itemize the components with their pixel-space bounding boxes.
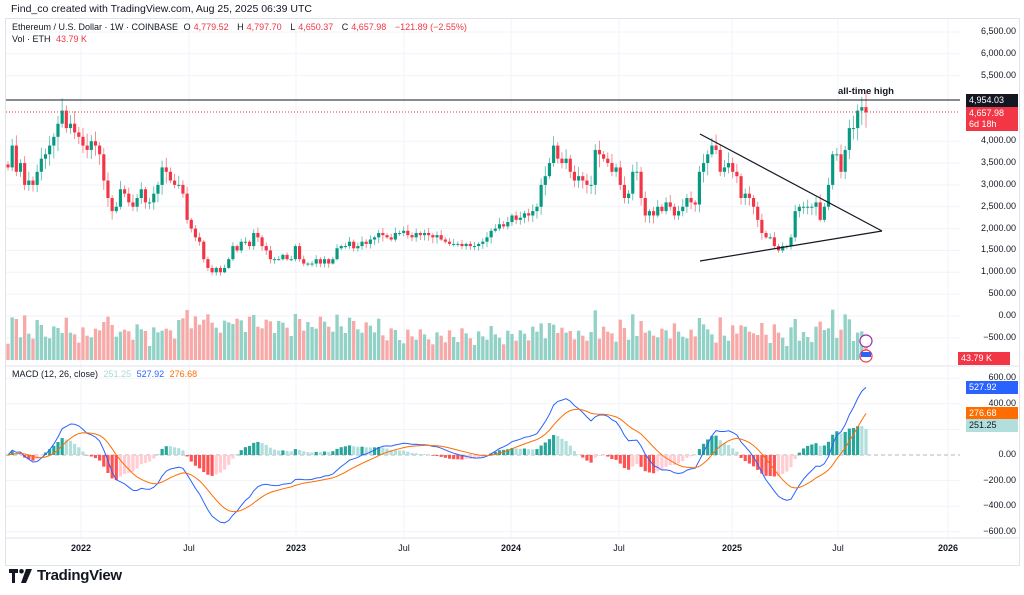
high-value: H 4,797.70 bbox=[237, 22, 282, 32]
macd-histogram-value: 251.25 bbox=[103, 369, 132, 379]
price-axis-label: 6,000.00 bbox=[980, 47, 1016, 58]
volume-label: Vol · ETH bbox=[12, 34, 51, 44]
price-axis-label: 6,500.00 bbox=[980, 25, 1016, 36]
price-axis-label: 2,500.00 bbox=[980, 200, 1016, 211]
time-axis-label: Jul bbox=[613, 543, 625, 553]
chart-frame bbox=[5, 18, 1020, 566]
time-axis-label: Jul bbox=[832, 543, 844, 553]
time-axis-label: 2026 bbox=[937, 543, 959, 553]
macd-label: MACD (12, 26, close) bbox=[12, 369, 99, 379]
time-axis-label: 2022 bbox=[70, 543, 92, 553]
time-axis-label: 2024 bbox=[500, 543, 522, 553]
last-price-tag: 4,657.98 6d 18h bbox=[966, 107, 1018, 131]
change-value: −121.89 (−2.55%) bbox=[394, 22, 467, 32]
time-axis-label: 2023 bbox=[285, 543, 307, 553]
last-price: 4,657.98 bbox=[969, 108, 1005, 118]
price-axis-label: 3,500.00 bbox=[980, 157, 1016, 168]
open-value: O 4,779.52 bbox=[183, 22, 229, 32]
macd-axis-label: −400.00 bbox=[983, 500, 1016, 511]
volume-tag: 43.79 K bbox=[958, 352, 1010, 365]
close-value: C 4,657.98 bbox=[341, 22, 387, 32]
macd-histogram-tag: 251.25 bbox=[966, 419, 1018, 432]
price-axis-label: 3,000.00 bbox=[980, 178, 1016, 189]
symbol-name: Ethereum / U.S. Dollar · 1W · COINBASE bbox=[12, 22, 179, 32]
price-axis-label: 0.00 bbox=[998, 310, 1016, 320]
macd-axis-label: 400.00 bbox=[988, 397, 1016, 408]
bar-countdown: 6d 18h bbox=[969, 119, 997, 129]
price-axis-label: 2,000.00 bbox=[980, 222, 1016, 233]
price-axis-label: 5,500.00 bbox=[980, 69, 1016, 80]
macd-legend: MACD (12, 26, close) 251.25 527.92 276.6… bbox=[12, 369, 200, 379]
time-axis-label: 2025 bbox=[721, 543, 743, 553]
price-axis-label: 1,500.00 bbox=[980, 244, 1016, 255]
volume-legend: Vol · ETH 43.79 K bbox=[12, 34, 90, 44]
price-axis-label: 500.00 bbox=[988, 288, 1016, 299]
volume-value: 43.79 K bbox=[56, 34, 88, 44]
tradingview-logo[interactable]: TradingView bbox=[9, 567, 122, 584]
macd-axis-label: 600.00 bbox=[988, 372, 1016, 383]
chart-credit: Find_co created with TradingView.com, Au… bbox=[11, 3, 312, 15]
symbol-legend: Ethereum / U.S. Dollar · 1W · COINBASE O… bbox=[12, 22, 470, 32]
time-axis-label: Jul bbox=[183, 543, 195, 553]
ath-price-tag: 4,954.03 bbox=[966, 94, 1018, 107]
tradingview-logo-icon bbox=[9, 568, 32, 583]
macd-signal-tag: 276.68 bbox=[966, 407, 1018, 420]
all-time-high-annotation: all-time high bbox=[838, 86, 894, 97]
macd-signal-value: 276.68 bbox=[169, 369, 198, 379]
macd-axis-label: −600.00 bbox=[983, 525, 1016, 536]
price-axis-label: 4,000.00 bbox=[980, 135, 1016, 146]
price-axis-label: 1,000.00 bbox=[980, 266, 1016, 277]
macd-axis-label: 0.00 bbox=[998, 449, 1016, 459]
macd-line-value: 527.92 bbox=[136, 369, 165, 379]
macd-line-tag: 527.92 bbox=[966, 381, 1018, 394]
price-axis-label: −500.00 bbox=[983, 331, 1016, 342]
macd-axis-label: −200.00 bbox=[983, 474, 1016, 485]
tradingview-wordmark: TradingView bbox=[37, 567, 122, 584]
time-axis-label: Jul bbox=[398, 543, 410, 553]
low-value: L 4,650.37 bbox=[290, 22, 334, 32]
